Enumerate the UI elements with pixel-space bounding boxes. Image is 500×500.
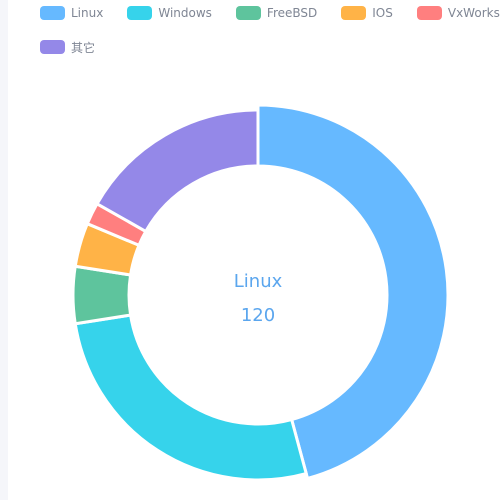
- center-value: 120: [241, 305, 275, 326]
- legend: Linux Windows FreeBSD IOS VxWorks 其它: [40, 3, 500, 57]
- legend-label-vxworks: VxWorks: [447, 6, 500, 20]
- legend-swatch-other: [40, 40, 65, 54]
- legend-swatch-freebsd: [235, 6, 261, 20]
- legend-swatch-ios: [341, 6, 367, 20]
- legend-item-windows[interactable]: Windows: [127, 3, 212, 23]
- legend-label-windows: Windows: [158, 6, 212, 20]
- donut-slice-5[interactable]: [95, 108, 260, 233]
- legend-label-linux: Linux: [71, 6, 104, 20]
- legend-item-other[interactable]: 其它: [40, 37, 95, 57]
- legend-swatch-windows: [127, 6, 153, 20]
- legend-swatch-linux: [40, 6, 65, 20]
- donut-slice-1[interactable]: [73, 313, 308, 482]
- legend-item-vxworks[interactable]: VxWorks: [416, 3, 500, 23]
- legend-label-other: 其它: [71, 40, 96, 55]
- legend-swatch-vxworks: [416, 6, 442, 20]
- legend-item-linux[interactable]: Linux: [40, 3, 103, 23]
- center-label: Linux: [234, 271, 283, 292]
- legend-item-freebsd[interactable]: FreeBSD: [235, 3, 318, 23]
- legend-item-ios[interactable]: IOS: [341, 3, 393, 23]
- legend-label-freebsd: FreeBSD: [266, 6, 318, 20]
- donut-slices: [71, 103, 450, 482]
- donut-slice-0[interactable]: [256, 103, 450, 480]
- legend-label-ios: IOS: [372, 6, 393, 20]
